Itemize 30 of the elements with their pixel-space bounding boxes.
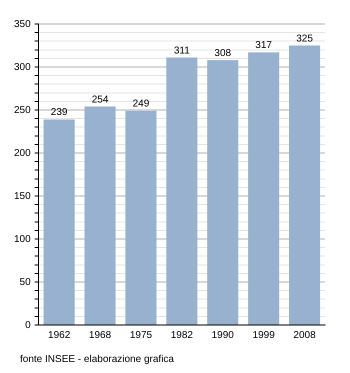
- data-label: 325: [296, 33, 314, 44]
- x-tick-label: 1962: [48, 330, 71, 341]
- data-label: 249: [132, 98, 150, 110]
- y-tick-label: 300: [14, 62, 32, 73]
- data-label: 317: [255, 40, 272, 52]
- y-tick-label: 100: [14, 234, 32, 245]
- x-tick-label: 2008: [293, 330, 316, 341]
- x-tick-label: 1975: [130, 330, 152, 341]
- bar: [125, 110, 156, 324]
- bar: [44, 119, 75, 324]
- bar: [207, 60, 238, 324]
- y-tick-label: 250: [14, 104, 32, 116]
- y-tick-label: 0: [25, 320, 32, 331]
- y-tick-label: 50: [20, 276, 32, 288]
- x-tick-label: 1990: [212, 330, 234, 341]
- y-tick-label: 200: [14, 148, 32, 159]
- bar: [166, 58, 198, 324]
- x-tick-label: 1999: [252, 330, 276, 341]
- bar: [248, 52, 280, 324]
- data-label: 239: [50, 107, 68, 118]
- data-label: 311: [174, 45, 190, 56]
- data-label: 254: [92, 94, 109, 106]
- data-label: 308: [214, 48, 232, 59]
- x-tick-label: 1982: [170, 330, 194, 341]
- x-tick-label: 1968: [88, 330, 112, 341]
- bar: [289, 46, 320, 324]
- source-note: fonte INSEE - elaborazione grafica: [20, 354, 174, 365]
- y-tick-label: 350: [14, 18, 32, 30]
- y-tick-label: 150: [14, 190, 32, 202]
- bar: [84, 106, 116, 324]
